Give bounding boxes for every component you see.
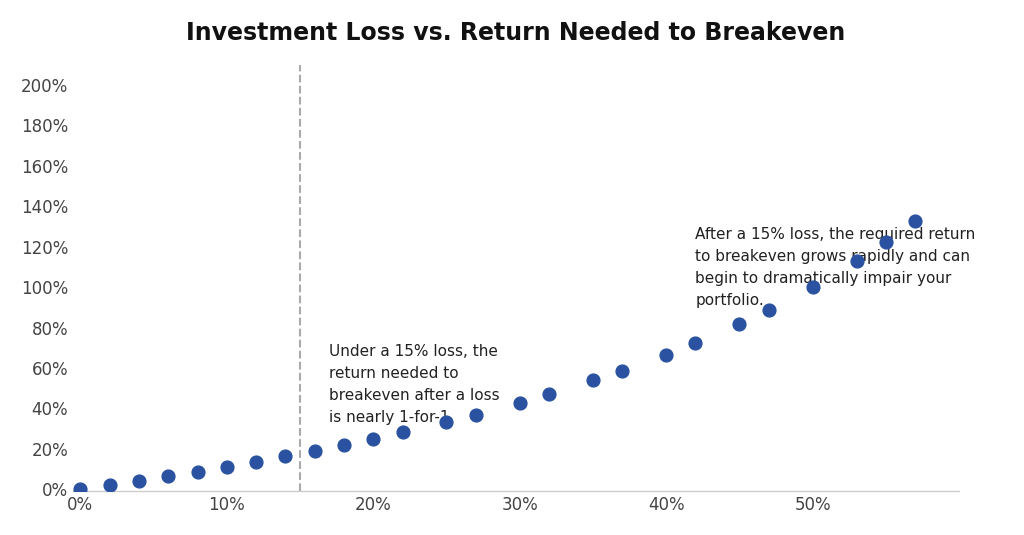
- Point: [731, 319, 748, 328]
- Point: [366, 434, 382, 443]
- Point: [805, 283, 821, 292]
- Point: [512, 399, 528, 407]
- Point: [160, 472, 176, 480]
- Text: Under a 15% loss, the
return needed to
breakeven after a loss
is nearly 1-for-1.: Under a 15% loss, the return needed to b…: [330, 344, 500, 425]
- Point: [189, 468, 206, 476]
- Point: [278, 452, 294, 461]
- Point: [438, 418, 455, 426]
- Point: [761, 306, 777, 315]
- Point: [306, 447, 323, 455]
- Point: [101, 481, 118, 490]
- Title: Investment Loss vs. Return Needed to Breakeven: Investment Loss vs. Return Needed to Bre…: [186, 21, 846, 45]
- Point: [614, 366, 631, 375]
- Point: [219, 463, 236, 471]
- Point: [848, 257, 864, 266]
- Point: [73, 485, 89, 494]
- Point: [907, 217, 924, 226]
- Point: [658, 350, 675, 359]
- Point: [131, 477, 147, 485]
- Point: [248, 457, 264, 466]
- Point: [336, 441, 352, 449]
- Point: [878, 238, 894, 247]
- Point: [687, 339, 703, 347]
- Text: After a 15% loss, the required return
to breakeven grows rapidly and can
begin t: After a 15% loss, the required return to…: [695, 226, 976, 308]
- Point: [541, 390, 557, 399]
- Point: [585, 376, 601, 385]
- Point: [468, 410, 484, 419]
- Point: [394, 428, 411, 437]
